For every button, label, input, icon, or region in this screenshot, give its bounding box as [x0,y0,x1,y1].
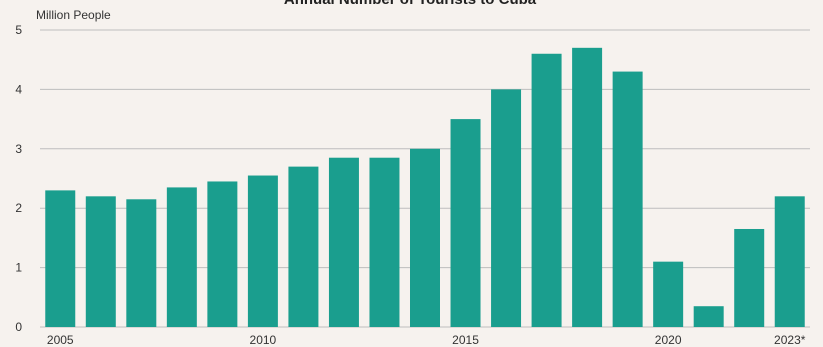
x-tick-label: 2010 [250,333,277,347]
x-tick-labels: 2005 2010 2015 2020 2023* [47,333,806,347]
bar-2008 [166,187,197,327]
chart-title: Annual Number of Tourists to Cuba [284,0,537,8]
bar-2022 [734,228,765,327]
bar-2005 [45,190,76,327]
bar-2007 [126,199,157,327]
bar-2015 [450,119,481,327]
bar-2020 [653,261,684,327]
bar-2016 [491,89,522,328]
y-tick-label: 3 [15,142,22,156]
x-tick-label: 2005 [47,333,74,347]
bar-2021 [693,306,724,327]
bar-2006 [85,196,116,327]
y-tick-labels: 0 1 2 3 4 5 [15,23,22,334]
bars [45,47,805,328]
bar-2009 [207,181,238,327]
bar-2010 [247,175,278,327]
bar-2018 [572,47,603,327]
bar-2011 [288,166,319,327]
y-tick-label: 1 [15,261,22,275]
bar-2023 [774,196,805,327]
x-tick-label: 2023* [774,333,806,347]
y-tick-label: 0 [15,320,22,334]
y-tick-label: 2 [15,201,22,215]
x-tick-label: 2020 [655,333,682,347]
y-tick-label: 4 [15,82,22,96]
x-tick-label: 2015 [452,333,479,347]
bar-2014 [410,148,440,327]
bar-2019 [612,71,643,327]
bar-2012 [328,157,359,327]
bar-2013 [369,157,400,327]
y-axis-unit-label: Million People [36,8,111,22]
y-tick-label: 5 [15,23,22,37]
bar-2017 [531,53,562,327]
